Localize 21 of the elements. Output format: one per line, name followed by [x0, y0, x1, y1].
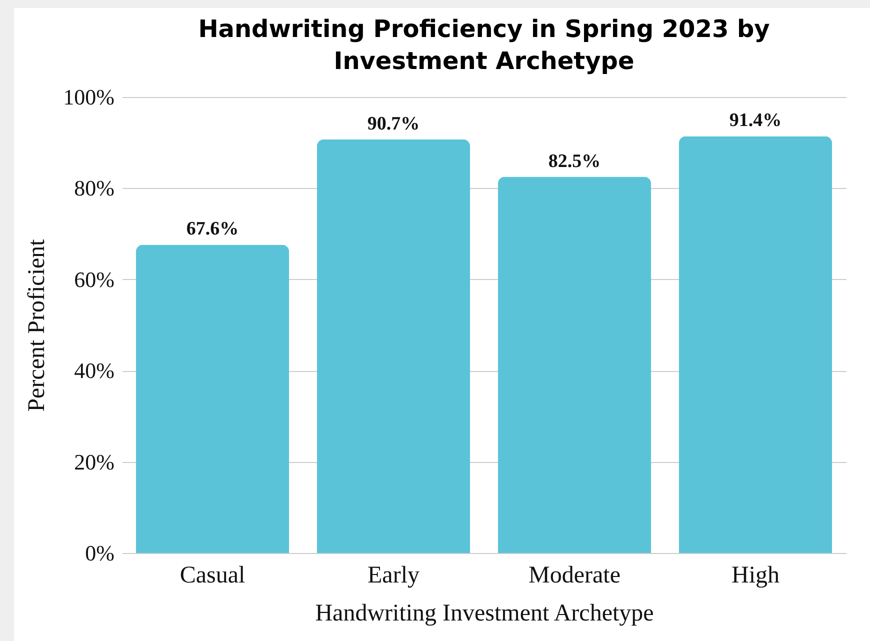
y-tick-label: 80% — [74, 176, 114, 201]
y-tick-label: 20% — [74, 449, 114, 474]
data-label: 91.4% — [729, 110, 782, 132]
y-axis-title: Percent Proficient — [24, 238, 50, 412]
data-label: 82.5% — [548, 150, 601, 172]
chart-title: Handwriting Proficiency in Spring 2023 by Investment Archetype — [198, 15, 770, 75]
x-tick-label: Casual — [180, 562, 246, 588]
y-tick-label: 100% — [63, 84, 114, 110]
data-label: 90.7% — [367, 113, 420, 134]
bar — [316, 139, 470, 553]
x-tick-label: High — [732, 562, 780, 588]
x-tick-label: Early — [368, 562, 420, 588]
bar — [678, 136, 832, 553]
x-axis-title: Handwriting Investment Archetype — [315, 600, 654, 626]
bar — [498, 176, 652, 553]
bar — [136, 244, 290, 553]
y-tick-label: 0% — [85, 540, 114, 566]
y-tick-label: 60% — [74, 266, 114, 292]
y-tick-label: 40% — [74, 358, 114, 384]
x-tick-label: Moderate — [528, 562, 620, 588]
data-label: 67.6% — [186, 218, 239, 240]
